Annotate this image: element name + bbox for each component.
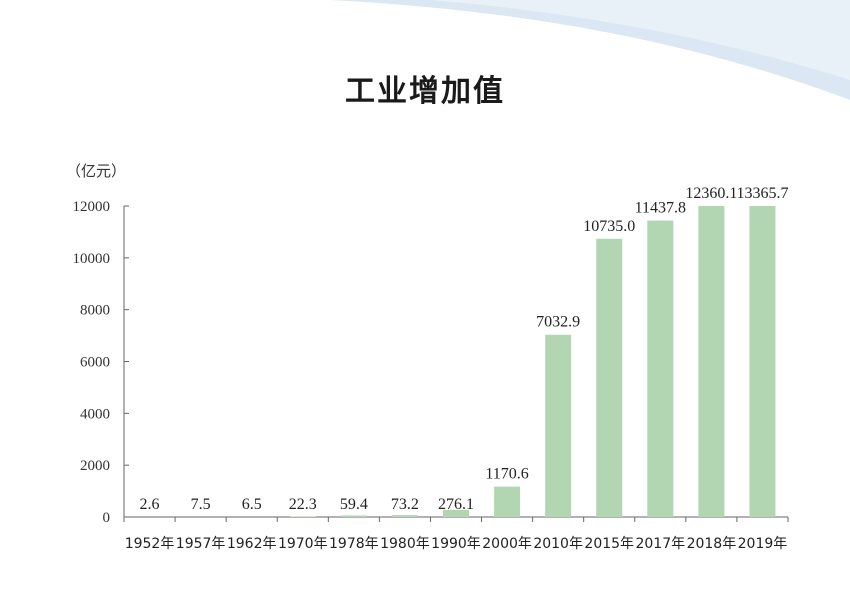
- bar: [289, 516, 316, 517]
- y-axis-unit-label: （亿元）: [66, 162, 127, 180]
- bar: [545, 334, 572, 517]
- bar: [443, 509, 469, 517]
- chart-title: 工业增加值: [345, 74, 505, 109]
- bar-value-label: 1170.6: [485, 466, 528, 483]
- bar-value-label: 6.5: [242, 496, 262, 513]
- bar-value-label: 2.6: [140, 496, 160, 513]
- bar-value-label: 59.4: [340, 496, 368, 513]
- x-category-label: 1962年: [227, 536, 277, 552]
- bar-value-label: 10735.0: [583, 218, 635, 235]
- y-tick-label: 8000: [80, 303, 110, 319]
- bar-value-label: 13365.7: [736, 185, 788, 202]
- y-tick-label: 6000: [80, 355, 110, 371]
- bar-value-label: 11437.8: [635, 200, 686, 217]
- bar-value-label: 276.1: [438, 496, 474, 513]
- x-category-label: 1990年: [431, 536, 481, 552]
- y-tick-label: 0: [103, 510, 111, 526]
- y-tick-label: 4000: [80, 406, 110, 422]
- x-category-label: 1978年: [329, 536, 379, 552]
- x-category-label: 2015年: [584, 536, 634, 552]
- bar: [698, 206, 725, 517]
- bar-value-label: 22.3: [289, 496, 317, 513]
- x-category-label: 2018年: [687, 536, 737, 552]
- bar-value-label: 7032.9: [536, 314, 580, 331]
- x-category-label: 1970年: [278, 536, 328, 552]
- x-category-label: 2010年: [533, 536, 583, 552]
- x-category-label: 2019年: [738, 536, 788, 552]
- bar: [340, 515, 367, 517]
- x-category-label: 1980年: [380, 536, 430, 552]
- y-tick-label: 10000: [73, 251, 111, 267]
- y-tick-label: 12000: [73, 199, 111, 215]
- bar-value-label: 73.2: [391, 496, 419, 513]
- x-category-label: 2017年: [635, 536, 685, 552]
- bar: [494, 486, 521, 517]
- bar: [647, 220, 674, 517]
- bar: [391, 515, 418, 517]
- x-category-label: 2000年: [482, 536, 532, 552]
- bar: [749, 206, 776, 517]
- x-category-label: 1957年: [176, 536, 226, 552]
- x-category-label: 1952年: [125, 536, 175, 552]
- bar-value-label: 7.5: [191, 496, 211, 513]
- bar-value-label: 12360.1: [685, 185, 737, 202]
- bar: [596, 238, 623, 517]
- y-tick-label: 2000: [80, 458, 110, 474]
